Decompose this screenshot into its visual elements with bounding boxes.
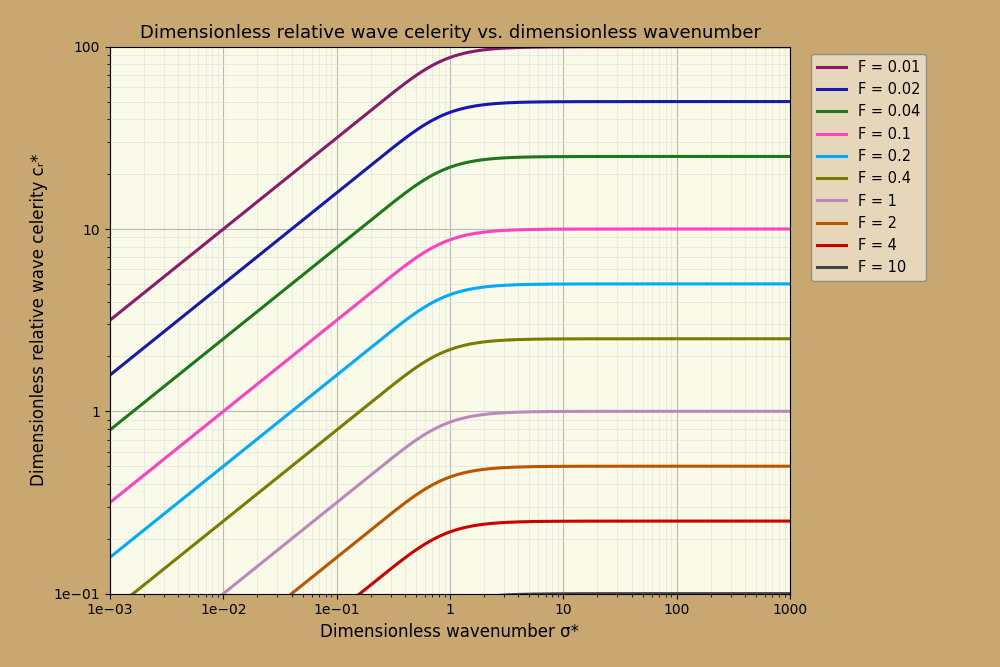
F = 0.4 — [145, 576, 157, 584]
F = 0.4 — [436, 349, 448, 357]
F = 4 — [784, 517, 796, 525]
F = 0.1 — [748, 225, 760, 233]
F = 0.01 — [104, 316, 116, 324]
F = 0.04 — [107, 424, 119, 432]
Title: Dimensionless relative wave celerity vs. dimensionless wavenumber: Dimensionless relative wave celerity vs.… — [140, 25, 761, 43]
F = 0.1 — [132, 476, 144, 484]
F = 0.2 — [107, 551, 119, 559]
F = 0.4 — [748, 335, 760, 343]
F = 0.02 — [748, 97, 760, 105]
F = 0.02 — [132, 348, 144, 356]
F = 0.01 — [145, 283, 157, 291]
F = 0.1 — [107, 496, 119, 504]
Line: F = 0.02: F = 0.02 — [110, 101, 790, 375]
F = 0.04 — [784, 153, 796, 161]
Line: F = 10: F = 10 — [110, 594, 790, 667]
F = 4 — [748, 517, 760, 525]
F = 10 — [436, 604, 448, 612]
Line: F = 0.04: F = 0.04 — [110, 157, 790, 430]
F = 1 — [436, 421, 448, 429]
F = 2 — [748, 462, 760, 470]
F = 0.2 — [436, 293, 448, 301]
F = 0.04 — [132, 404, 144, 412]
F = 0.2 — [748, 280, 760, 288]
F = 0.4 — [107, 606, 119, 614]
F = 0.01 — [436, 57, 448, 65]
F = 0.04 — [237, 319, 249, 327]
F = 0.01 — [132, 293, 144, 301]
Line: F = 4: F = 4 — [110, 521, 790, 667]
F = 0.1 — [784, 225, 796, 233]
Legend: F = 0.01, F = 0.02, F = 0.04, F = 0.1, F = 0.2, F = 0.4, F = 1, F = 2, F = 4, F : F = 0.01, F = 0.02, F = 0.04, F = 0.1, F… — [811, 54, 926, 281]
F = 0.2 — [104, 554, 116, 562]
F = 0.4 — [132, 586, 144, 594]
Line: F = 0.01: F = 0.01 — [110, 47, 790, 320]
Line: F = 0.2: F = 0.2 — [110, 284, 790, 558]
F = 1 — [748, 408, 760, 416]
F = 0.1 — [104, 498, 116, 506]
F = 2 — [237, 628, 249, 636]
Line: F = 1: F = 1 — [110, 412, 790, 667]
F = 1 — [132, 658, 144, 666]
F = 1 — [784, 408, 796, 416]
X-axis label: Dimensionless wavenumber σ*: Dimensionless wavenumber σ* — [320, 623, 580, 641]
F = 0.2 — [132, 531, 144, 539]
F = 10 — [784, 590, 796, 598]
F = 0.02 — [436, 111, 448, 119]
F = 2 — [436, 476, 448, 484]
F = 0.2 — [145, 521, 157, 529]
F = 0.01 — [107, 313, 119, 321]
F = 0.2 — [237, 446, 249, 454]
F = 0.02 — [784, 97, 796, 105]
F = 0.04 — [104, 426, 116, 434]
F = 0.02 — [104, 371, 116, 379]
F = 0.02 — [107, 369, 119, 377]
F = 0.04 — [748, 153, 760, 161]
F = 0.2 — [784, 280, 796, 288]
F = 0.02 — [237, 264, 249, 272]
Line: F = 0.1: F = 0.1 — [110, 229, 790, 502]
F = 1 — [237, 574, 249, 582]
F = 0.4 — [104, 608, 116, 616]
F = 0.1 — [237, 392, 249, 400]
F = 0.1 — [145, 466, 157, 474]
Line: F = 0.4: F = 0.4 — [110, 339, 790, 612]
F = 2 — [784, 462, 796, 470]
F = 0.4 — [784, 335, 796, 343]
F = 0.01 — [237, 209, 249, 217]
F = 0.01 — [748, 43, 760, 51]
F = 0.04 — [145, 394, 157, 402]
Y-axis label: Dimensionless relative wave celerity cᵣ*: Dimensionless relative wave celerity cᵣ* — [30, 154, 48, 486]
F = 4 — [436, 531, 448, 539]
F = 0.04 — [436, 166, 448, 174]
F = 0.01 — [784, 43, 796, 51]
F = 1 — [145, 648, 157, 656]
F = 0.4 — [237, 501, 249, 509]
F = 10 — [748, 590, 760, 598]
F = 0.1 — [436, 239, 448, 247]
Line: F = 2: F = 2 — [110, 466, 790, 667]
F = 0.02 — [145, 338, 157, 346]
